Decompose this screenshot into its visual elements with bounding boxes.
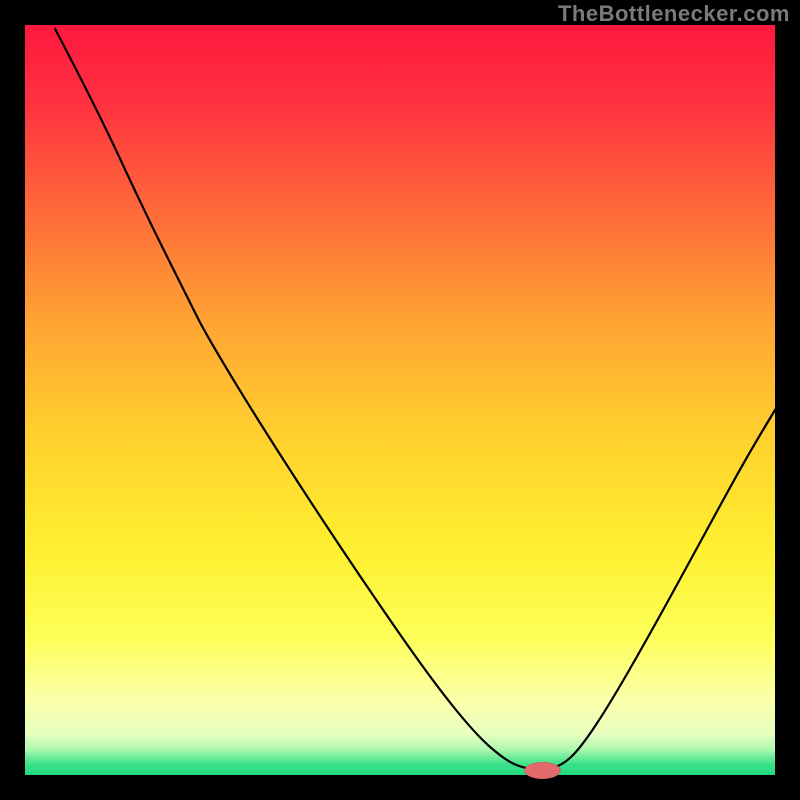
chart-frame: TheBottlenecker.com xyxy=(0,0,800,800)
bottleneck-chart xyxy=(0,0,800,800)
optimal-marker xyxy=(525,762,561,779)
chart-background xyxy=(25,25,775,775)
watermark-text: TheBottlenecker.com xyxy=(558,1,790,27)
